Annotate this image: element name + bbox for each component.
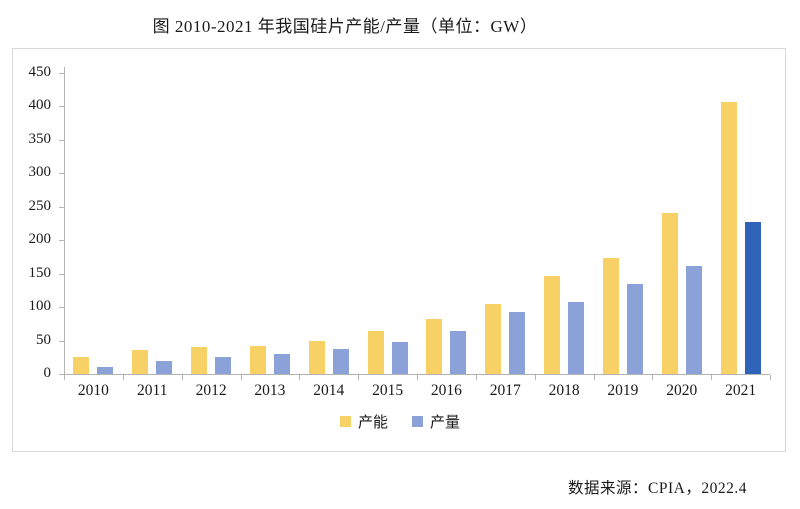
bar-group-2021 [711,73,770,374]
y-tick-label-450: 450 [28,64,52,80]
legend-label-capacity: 产能 [357,415,388,431]
output-bar-2020 [685,266,702,374]
x-tick-label-2017: 2017 [489,382,521,399]
capacity-bar-2013 [249,345,266,374]
chart-legend: 产能 产量 [13,411,787,432]
y-tick-mark [59,273,64,275]
legend-label-output: 产量 [430,415,461,431]
x-tick-label-2014: 2014 [313,382,345,399]
bar-group-2016 [417,73,476,374]
output-bar-2016 [450,331,467,374]
chart-plot-box: 0 50 100 150 200 250 300 350 400 450 2010 2011 2012… [12,48,786,452]
x-tick-label-2019: 2019 [607,382,639,399]
y-tick-label-100: 100 [28,298,52,315]
x-tick-mark [181,375,183,380]
x-tick-mark [64,375,65,380]
bar-group-2013 [240,73,299,374]
output-bar-2013 [273,353,290,374]
y-tick-mark [59,106,64,108]
capacity-bar-2021 [720,101,737,374]
output-bar-2017 [509,312,526,374]
bar-group-2019 [593,73,652,374]
x-tick-mark [417,375,418,380]
x-tick-mark [593,375,595,380]
y-tick-mark [59,240,64,242]
y-tick-label-300: 300 [28,164,52,181]
y-tick-mark [59,206,64,208]
x-tick-mark [770,375,771,380]
x-tick-label-2011: 2011 [137,382,168,399]
x-tick-mark [358,375,360,380]
y-tick-mark [59,173,64,175]
capacity-bar-2017 [485,303,502,374]
y-tick-mark [59,139,64,141]
x-tick-mark [122,375,124,380]
bar-group-2012 [182,73,241,374]
legend-item-output: 产量 [412,411,460,432]
x-tick-mark [534,375,536,380]
x-tick-label-2020: 2020 [666,382,698,399]
x-tick-label-2021: 2021 [725,382,757,399]
capacity-bar-2012 [191,346,208,374]
capacity-bar-2010 [73,357,90,374]
x-tick-mark [652,375,654,380]
y-tick-label-200: 200 [28,231,52,248]
x-tick-label-2018: 2018 [548,382,580,399]
capacity-bar-2020 [661,213,678,374]
legend-item-capacity: 产能 [339,411,388,432]
data-source-note: 数据来源：CPIA，2022.4 [568,480,747,497]
output-bar-2012 [215,356,232,374]
y-tick-label-0: 0 [43,365,52,381]
y-tick-mark [59,73,64,74]
output-bar-2015 [391,341,408,374]
x-tick-mark [240,375,242,380]
chart-title: 图 2010-2021 年我国硅片产能/产量（单位：GW） [152,17,538,36]
y-axis-line [64,67,65,374]
x-tick-label-2013: 2013 [254,382,286,399]
x-axis-line [64,374,770,375]
y-tick-mark [59,340,64,342]
capacity-swatch-icon [339,416,351,427]
output-bar-2021 [744,222,761,374]
y-tick-mark [59,307,64,309]
capacity-bar-2011 [132,349,149,374]
output-bar-2019 [626,283,643,374]
output-bar-2018 [568,301,585,374]
bar-group-2018 [535,73,594,374]
bar-group-2010 [64,73,123,374]
y-tick-label-250: 250 [28,197,52,214]
output-bar-2010 [97,366,114,374]
bar-group-2014 [299,73,358,374]
output-bar-2011 [156,360,173,374]
x-tick-label-2015: 2015 [372,382,404,399]
bar-group-2020 [652,73,711,374]
x-tick-mark [475,375,477,380]
bar-groups [64,73,770,374]
x-tick-label-2010: 2010 [77,382,109,399]
output-swatch-icon [412,416,423,427]
bar-group-2011 [123,73,182,374]
x-tick-label-2016: 2016 [430,382,462,399]
y-tick-label-350: 350 [28,130,52,147]
capacity-bar-2019 [602,257,619,374]
capacity-bar-2018 [544,276,561,374]
capacity-bar-2015 [367,330,384,374]
bar-group-2015 [358,73,417,374]
y-tick-label-50: 50 [36,331,51,348]
y-tick-label-400: 400 [28,97,52,114]
y-tick-mark [59,374,64,375]
y-tick-label-150: 150 [28,264,52,281]
capacity-bar-2014 [308,340,325,374]
bar-group-2017 [476,73,535,374]
x-tick-mark [299,375,301,380]
capacity-bar-2016 [426,319,443,374]
x-tick-mark [711,375,713,380]
x-tick-label-2012: 2012 [195,382,227,399]
output-bar-2014 [332,348,349,374]
